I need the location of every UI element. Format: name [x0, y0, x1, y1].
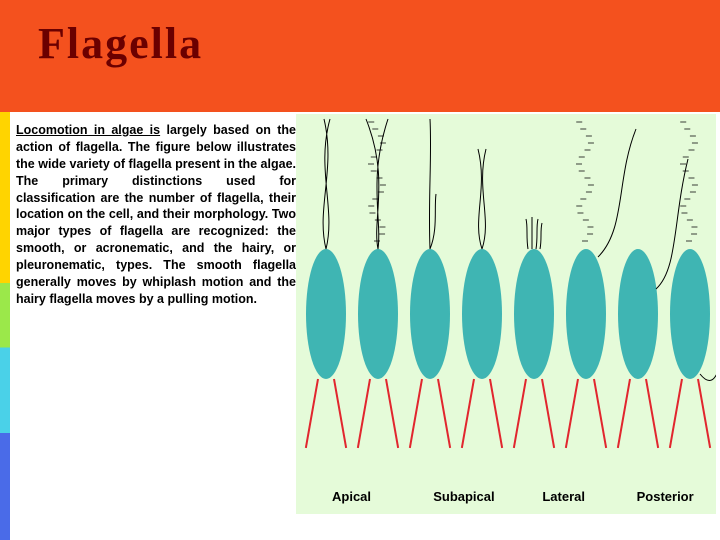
cell-body — [618, 249, 658, 379]
diagram-labels: ApicalSubapicalLateralPosterior — [296, 489, 716, 514]
diagram-label: Subapical — [433, 489, 542, 514]
paragraph: Locomotion in algae is largely based on … — [16, 122, 296, 308]
cell-stem — [513, 379, 527, 448]
cell-stem — [669, 379, 683, 448]
cell-stem — [409, 379, 423, 448]
flagellum-icon — [618, 249, 658, 250]
cell-stem — [645, 379, 659, 448]
cell — [306, 249, 346, 379]
diagram-label: Apical — [332, 489, 433, 514]
paragraph-rest: largely based on the action of flagella.… — [16, 123, 296, 306]
cell-body — [566, 249, 606, 379]
cell — [670, 249, 710, 379]
flagellum-icon — [514, 249, 554, 250]
flagellum-icon — [462, 249, 502, 250]
cells-row — [296, 114, 716, 474]
diagram-label: Posterior — [637, 489, 716, 514]
flagellum-icon — [358, 249, 398, 250]
cell-stem — [385, 379, 399, 448]
cell-stem — [593, 379, 607, 448]
cell-stem — [697, 379, 711, 448]
cell-stem — [333, 379, 347, 448]
cell-stem — [461, 379, 475, 448]
flagellum-icon — [670, 249, 710, 250]
flagella-diagram: ApicalSubapicalLateralPosterior — [296, 114, 716, 514]
cell-stem — [357, 379, 371, 448]
cell — [358, 249, 398, 379]
slide-body: Locomotion in algae is largely based on … — [0, 112, 720, 540]
cell-stem — [489, 379, 503, 448]
cell-body — [410, 249, 450, 379]
cell — [618, 249, 658, 379]
slide-title: Flagella — [38, 18, 720, 69]
rainbow-stripe — [0, 112, 10, 540]
cell — [462, 249, 502, 379]
cell — [566, 249, 606, 379]
flagellum-icon — [566, 249, 606, 250]
cell-stem — [617, 379, 631, 448]
cell-stem — [565, 379, 579, 448]
cell-body — [514, 249, 554, 379]
cell-body — [462, 249, 502, 379]
flagellum-icon — [410, 249, 450, 250]
cell-stem — [305, 379, 319, 448]
diagram-label: Lateral — [542, 489, 636, 514]
cell-stem — [541, 379, 555, 448]
paragraph-lead: Locomotion in algae is — [16, 123, 160, 137]
header: Flagella — [0, 0, 720, 112]
slide: Flagella Locomotion in algae is largely … — [0, 0, 720, 540]
cell-body — [670, 249, 710, 379]
cell-body — [306, 249, 346, 379]
cell — [514, 249, 554, 379]
flagellum-icon — [306, 249, 346, 250]
cell-body — [358, 249, 398, 379]
cell — [410, 249, 450, 379]
cell-stem — [437, 379, 451, 448]
